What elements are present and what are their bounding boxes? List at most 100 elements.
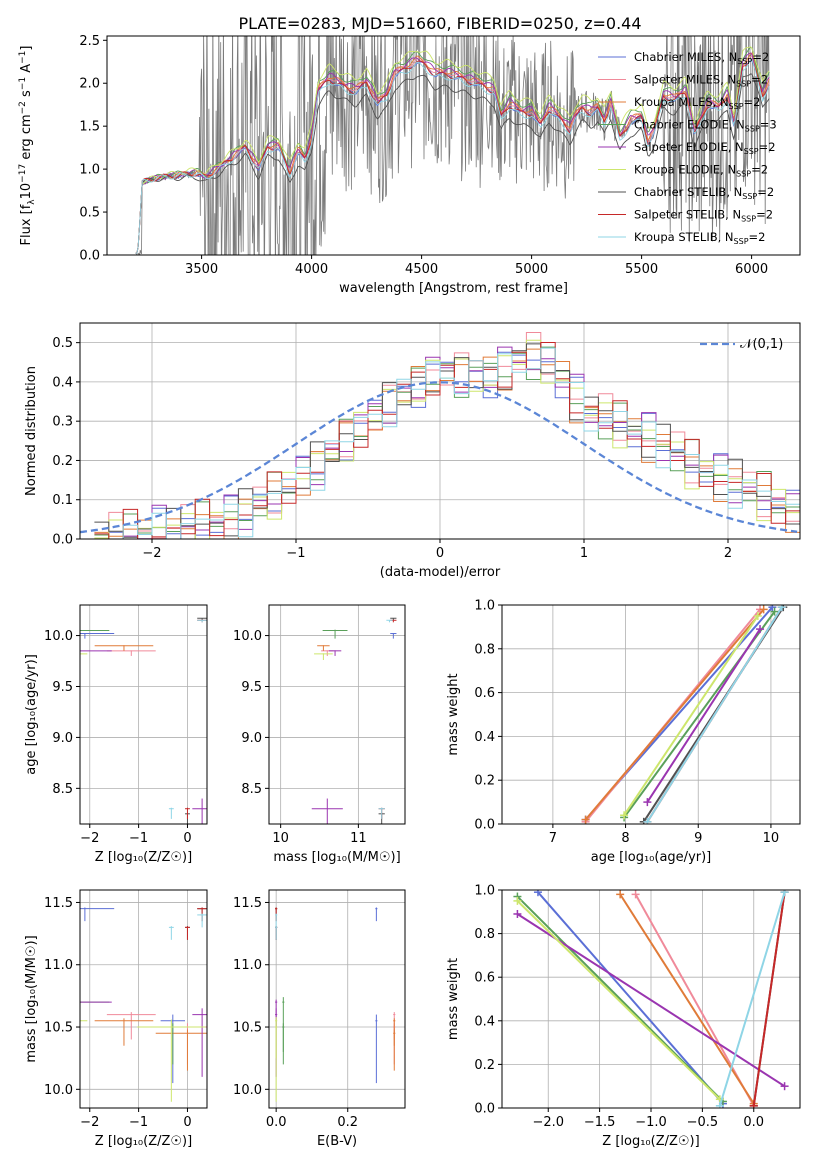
y-tick-label: 0.0 <box>474 818 495 833</box>
massweight-vs-Z-panel: −2.0 −1.5 −1.0 −0.5 0.0 0.0 0.2 0.4 0.6 0.8 1.0 Z [… <box>446 884 801 1149</box>
massweight-line-3 <box>516 895 724 1103</box>
y-tick-label: 10.0 <box>233 1083 262 1098</box>
y-tick-label: 0.5 <box>52 336 73 351</box>
legend-entry: Kroupa STELIB, NSSP=2 <box>634 230 765 246</box>
y-tick-label: 11.0 <box>233 958 262 973</box>
x-tick-label: 3500 <box>185 262 218 277</box>
legend-entry: Salpeter ELODIE, NSSP=2 <box>634 140 776 156</box>
y-tick-label: 0.1 <box>52 493 73 508</box>
y-tick-label: 11.0 <box>44 958 73 973</box>
x-tick-label: 0.0 <box>266 1115 287 1130</box>
model-line-7 <box>135 58 770 254</box>
axes-frame <box>106 35 801 256</box>
x-tick-label: −2.0 <box>532 1115 564 1130</box>
histogram-step-1 <box>94 332 800 539</box>
legend-entry: 𝒩(0,1) <box>740 337 783 352</box>
model-line-8 <box>135 59 770 254</box>
y-tick-label: 0.4 <box>474 730 495 745</box>
x-tick-label: 5000 <box>515 262 548 277</box>
histogram-step-3 <box>94 346 800 539</box>
y-axis-label: mass [log₁₀(M/M☉)] <box>24 935 39 1062</box>
y-axis-label: age [log₁₀(age/yr)] <box>24 654 39 775</box>
y-tick-label: 0.6 <box>474 971 495 986</box>
y-tick-label: 11.5 <box>44 896 73 911</box>
spectrum-panel: 3500 4000 4500 5000 5500 6000 0.0 0.5 1.0 1.5 2.0 2… <box>18 34 801 296</box>
y-tick-label: 2.5 <box>79 34 100 49</box>
y-tick-label: 0.8 <box>474 927 495 942</box>
x-axis-label: Z [log₁₀(Z/Z☉)] <box>95 1134 192 1149</box>
x-tick-label: 4000 <box>295 262 328 277</box>
y-tick-label: 10.0 <box>44 629 73 644</box>
massweight-line-4 <box>646 628 761 803</box>
mass-vs-Z-panel: −2 −1 0 10.0 10.5 11.0 11.5 Z [log₁₀(Z/Z☉)] mass… <box>24 889 208 1149</box>
y-tick-label: 1.0 <box>474 884 495 899</box>
y-tick-label: 1.0 <box>474 599 495 614</box>
x-tick-label: −1 <box>129 831 148 846</box>
axes-frame <box>79 604 208 825</box>
plot-area <box>80 332 800 539</box>
model-line-4 <box>135 52 770 254</box>
legend-entry: Salpeter STELIB, NSSP=2 <box>634 208 773 224</box>
x-tick-label: −1.0 <box>635 1115 667 1130</box>
histogram-step-6 <box>94 343 800 539</box>
figure-title: PLATE=0283, MJD=51660, FIBERID=0250, z=0… <box>238 14 641 33</box>
y-tick-label: 1.5 <box>79 120 100 135</box>
massweight-line-8 <box>718 891 786 1107</box>
x-tick-label: −2 <box>80 1115 99 1130</box>
x-tick-label: 10 <box>272 831 289 846</box>
legend-entry: Kroupa MILES, NSSP=2 <box>634 95 760 111</box>
y-tick-label: 0.4 <box>52 375 73 390</box>
observed-spectrum-line <box>135 36 770 255</box>
x-tick-label: 7 <box>549 831 557 846</box>
histogram-step-2 <box>94 348 800 539</box>
y-axis-label: Normed distribution <box>24 366 39 496</box>
y-tick-label: 1.0 <box>79 163 100 178</box>
y-tick-label: 10.0 <box>233 629 262 644</box>
y-axis-label: mass weight <box>446 673 461 755</box>
x-tick-label: 2 <box>724 546 732 561</box>
y-tick-label: 0.2 <box>474 1058 495 1073</box>
x-tick-label: 8 <box>621 831 629 846</box>
x-tick-label: −2 <box>142 546 161 561</box>
legend-entry: Chabrier MILES, NSSP=2 <box>634 50 769 66</box>
axes-frame <box>79 889 208 1109</box>
age-vs-mass-panel: 10 11 8.5 9.0 9.5 10.0 mass [log₁₀(M/M☉)] <box>233 604 406 865</box>
x-tick-label: 5500 <box>625 262 658 277</box>
x-tick-label: 9 <box>694 831 702 846</box>
y-tick-label: 8.5 <box>241 782 262 797</box>
y-tick-label: 10.0 <box>44 1083 73 1098</box>
y-tick-label: 0.2 <box>52 454 73 469</box>
axes-frame <box>268 604 406 825</box>
y-tick-label: 9.5 <box>241 680 262 695</box>
y-tick-label: 0.6 <box>474 686 495 701</box>
x-tick-label: 0 <box>183 1115 191 1130</box>
y-tick-label: 9.0 <box>241 731 262 746</box>
x-tick-label: 10 <box>763 831 780 846</box>
x-tick-label: −1 <box>129 1115 148 1130</box>
x-axis-label: Z [log₁₀(Z/Z☉)] <box>95 850 192 865</box>
massweight-line-1 <box>634 893 755 1107</box>
model-line-6 <box>135 73 770 254</box>
x-tick-label: −1 <box>286 546 305 561</box>
y-axis-label: mass weight <box>446 958 461 1040</box>
x-tick-label: 1 <box>580 546 588 561</box>
x-axis-label: (data-model)/error <box>380 565 501 580</box>
x-tick-label: −0.5 <box>687 1115 719 1130</box>
y-tick-label: 10.5 <box>233 1021 262 1036</box>
y-tick-label: 10.5 <box>44 1021 73 1036</box>
plot-area <box>311 617 397 824</box>
y-tick-label: 0.5 <box>79 206 100 221</box>
y-tick-label: 9.5 <box>52 680 73 695</box>
y-tick-label: 0.0 <box>474 1102 495 1117</box>
normal-distribution-curve <box>80 381 798 534</box>
x-tick-label: 11 <box>350 831 367 846</box>
x-tick-label: 0 <box>183 831 191 846</box>
y-tick-label: 8.5 <box>52 782 73 797</box>
y-axis-label: Flux [fλ10−17 erg cm−2 s−1 A−1] <box>18 46 37 246</box>
x-tick-label: −2 <box>80 831 99 846</box>
plot-area <box>513 890 789 1108</box>
massweight-line-8 <box>646 606 783 823</box>
x-tick-label: 0.0 <box>743 1115 764 1130</box>
x-tick-label: 4500 <box>405 262 438 277</box>
